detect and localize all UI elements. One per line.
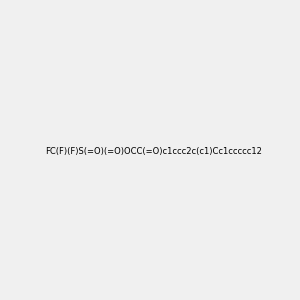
Text: FC(F)(F)S(=O)(=O)OCC(=O)c1ccc2c(c1)Cc1ccccc12: FC(F)(F)S(=O)(=O)OCC(=O)c1ccc2c(c1)Cc1cc… xyxy=(45,147,262,156)
